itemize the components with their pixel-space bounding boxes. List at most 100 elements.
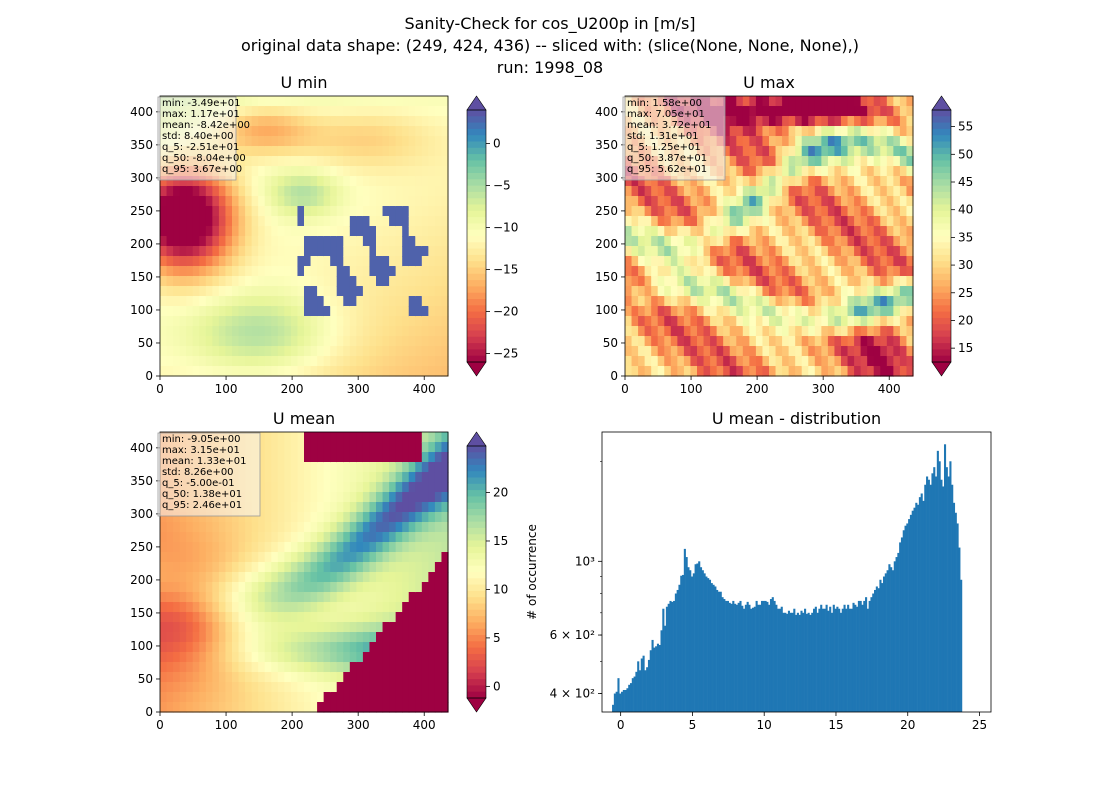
heatmap-cell <box>893 136 901 147</box>
heatmap-cell <box>284 572 292 583</box>
heatmap-cell <box>395 356 403 367</box>
heatmap-cell <box>290 692 299 703</box>
heatmap-cell <box>742 306 750 317</box>
heatmap-cell <box>697 356 705 367</box>
heatmap-cell <box>343 116 351 127</box>
heatmap-cell <box>880 296 888 307</box>
histogram-bar <box>760 600 764 712</box>
heatmap-cell <box>729 126 737 137</box>
heatmap-cell <box>860 246 868 257</box>
colorbar-segment <box>467 622 486 630</box>
heatmap-cell <box>677 366 685 377</box>
heatmap-cell <box>886 256 894 267</box>
heatmap-cell <box>323 562 331 573</box>
heatmap-cell <box>290 136 299 147</box>
heatmap-cell <box>408 236 416 247</box>
heatmap-cell <box>906 286 914 297</box>
heatmap-cell <box>736 156 744 167</box>
heatmap-cell <box>814 206 822 217</box>
heatmap-cell <box>625 326 633 337</box>
heatmap-cell <box>317 356 325 367</box>
heatmap-cell <box>323 652 331 663</box>
heatmap-cell <box>677 316 685 327</box>
histogram-bar <box>881 583 884 712</box>
heatmap-cell <box>762 346 770 357</box>
heatmap-cell <box>376 452 384 463</box>
heatmap-cell <box>415 662 423 673</box>
histogram-bar <box>735 604 738 712</box>
heatmap-cell <box>238 522 246 533</box>
heatmap-cell <box>402 366 410 377</box>
heatmap-cell <box>251 296 259 307</box>
heatmap-cell <box>841 126 849 137</box>
heatmap-cell <box>290 662 299 673</box>
heatmap-cell <box>775 306 783 317</box>
heatmap-cell <box>821 276 829 287</box>
heatmap-cell <box>814 366 822 377</box>
heatmap-cell <box>192 256 200 267</box>
heatmap-cell <box>402 206 410 217</box>
heatmap-cell <box>356 146 364 157</box>
heatmap-cell <box>245 572 253 583</box>
heatmap-cell <box>395 652 403 663</box>
heatmap-cell <box>723 206 731 217</box>
heatmap-cell <box>389 176 397 187</box>
heatmap-cell <box>389 442 397 453</box>
heatmap-cell <box>271 572 279 583</box>
heatmap-cell <box>199 632 207 643</box>
heatmap-cell <box>683 196 692 207</box>
heatmap-cell <box>421 492 429 503</box>
heatmap-cell <box>788 176 796 187</box>
heatmap-cell <box>638 326 646 337</box>
heatmap-cell <box>867 206 875 217</box>
heatmap-cell <box>264 146 272 157</box>
heatmap-cell <box>814 316 822 327</box>
heatmap-cell <box>271 692 279 703</box>
heatmap-cell <box>402 652 410 663</box>
heatmap-cell <box>186 196 194 207</box>
heatmap-cell <box>284 176 292 187</box>
heatmap-cell <box>323 482 331 493</box>
heatmap-cell <box>415 572 423 583</box>
heatmap-cell <box>441 572 449 583</box>
heatmap-cell <box>330 442 338 453</box>
histogram-bar <box>755 600 758 712</box>
heatmap-cell <box>880 276 888 287</box>
heatmap-cell <box>697 366 705 377</box>
heatmap-cell <box>258 246 266 257</box>
heatmap-cell <box>762 286 770 297</box>
heatmap-cell <box>336 592 344 603</box>
heatmap-cell <box>245 176 253 187</box>
heatmap-cell <box>906 136 914 147</box>
heatmap-cell <box>690 326 698 337</box>
colorbar-segment <box>467 317 486 325</box>
heatmap-cell <box>736 136 744 147</box>
heatmap-cell <box>697 296 705 307</box>
heatmap-cell <box>290 522 299 533</box>
heatmap-cell <box>651 206 659 217</box>
heatmap-cell <box>434 642 443 653</box>
heatmap-cell <box>441 296 449 307</box>
heatmap-cell <box>893 246 901 257</box>
heatmap-cell <box>376 462 384 473</box>
heatmap-cell <box>402 622 410 633</box>
histogram-bar <box>752 607 755 712</box>
heatmap-cell <box>251 186 259 197</box>
heatmap-cell <box>769 356 777 367</box>
heatmap-cell <box>834 286 842 297</box>
heatmap-cell <box>697 186 705 197</box>
heatmap-cell <box>323 492 331 503</box>
heatmap-cell <box>186 522 194 533</box>
heatmap-cell <box>382 592 390 603</box>
heatmap-cell <box>788 216 796 227</box>
heatmap-cell <box>769 216 777 227</box>
histogram-bar <box>746 601 749 712</box>
heatmap-cell <box>310 366 318 377</box>
heatmap-cell <box>716 316 724 327</box>
heatmap-cell <box>408 682 416 693</box>
heatmap-cell <box>349 226 357 237</box>
heatmap-cell <box>218 512 227 523</box>
heatmap-cell <box>166 286 174 297</box>
x-tick-label: 15 <box>828 718 843 732</box>
heatmap-cell <box>238 266 246 277</box>
